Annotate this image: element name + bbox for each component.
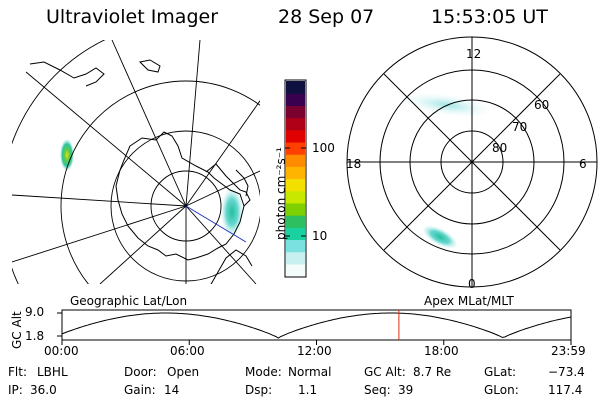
date-label: 28 Sep 07 [278,6,375,28]
mode-label: Mode: [245,365,282,379]
colorbar-segment [286,141,305,155]
ip-value: 36.0 [30,383,57,397]
colorbar-segment [286,190,305,204]
mlt-label-12: 12 [466,47,482,61]
colorbar-segment [286,227,305,241]
colorbar-tick-100: 100 [312,141,335,155]
colorbar-segment [286,105,305,119]
time-tick-0000: 00:00 [44,344,79,358]
colorbar-segment [286,239,305,253]
door-label: Door: [124,365,157,379]
glat-label: GLat: [484,365,517,379]
time-tick-1200: 12:00 [297,344,332,358]
gain-label: Gain: [124,383,156,397]
aurora-patch-left [60,139,74,171]
mlt-label-0: 0 [468,277,476,291]
ip-label: IP: [8,383,23,397]
glon-value: 117.4 [548,383,583,397]
colorbar [284,79,307,278]
aurora-patch-right [221,188,243,236]
dsp-label: Dsp: [245,383,273,397]
filter-value: LBHL [37,365,68,379]
alt-ytick-high: 9.0 [25,305,45,319]
colorbar-tick-10: 10 [312,229,328,243]
colorbar-segment [286,93,305,106]
gain-value: 14 [164,383,180,397]
colorbar-segment [286,117,305,131]
seq-value: 39 [398,383,414,397]
gc-alt-axis-label: GC Alt [10,311,24,349]
time-tick-0600: 06:00 [170,344,205,358]
glat-value: −73.4 [548,365,585,379]
colorbar-segment [286,154,305,167]
geographic-caption: Geographic Lat/Lon [70,294,188,308]
gcalt-value: 8.7 Re [413,365,452,379]
mlt-label-6: 6 [579,157,587,171]
apex-caption: Apex MLat/MLT [424,294,514,308]
door-value: Open [167,365,200,379]
mlt-label-18: 18 [346,157,362,171]
aurora-patch-lower [422,225,458,249]
gcalt-label: GC Alt: [364,365,406,379]
colorbar-segment [286,129,305,143]
colorbar-segment [286,166,305,180]
mode-value: Normal [288,365,332,379]
colorbar-unit-label: photon cm⁻²s⁻¹ [274,147,288,240]
filter-label: Flt: [8,365,27,379]
apex-polar-plot [346,36,598,288]
colorbar-segment [286,263,305,277]
mlat-label-60: 60 [534,98,550,112]
altitude-strip [57,309,572,345]
app-title: Ultraviolet Imager [46,6,219,28]
time-tick-1800: 18:00 [424,344,459,358]
time-label: 15:53:05 UT [431,6,548,28]
geographic-map [12,40,260,284]
alt-ytick-low: 1.8 [25,329,45,343]
colorbar-segment [286,178,305,192]
dsp-value: 1.1 [298,383,318,397]
seq-label: Seq: [364,383,391,397]
colorbar-segment [286,215,305,228]
mlat-label-70: 70 [512,120,528,134]
colorbar-segment [286,81,305,94]
time-tick-2359: 23:59 [551,344,586,358]
glon-label: GLon: [484,383,519,397]
colorbar-segment [286,202,305,216]
colorbar-segment [286,251,305,265]
mlat-label-80: 80 [492,141,508,155]
